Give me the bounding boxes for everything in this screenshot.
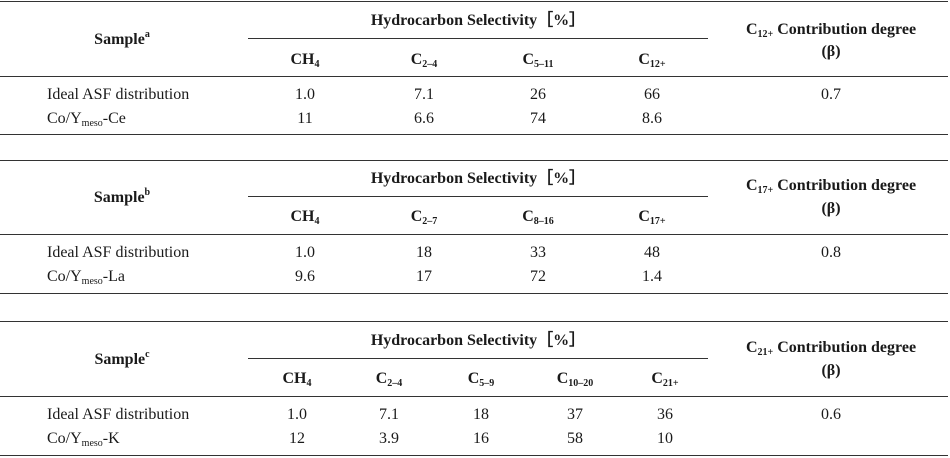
row-label: Ideal ASF distribution [47,406,190,423]
row-label: Ideal ASF distribution [47,244,190,261]
cell: 1.0 [295,86,315,103]
cell: 10 [657,430,673,447]
contribution-header: C21+ Contribution degree [745,339,917,358]
selectivity-rule [248,196,708,197]
row-label: Ideal ASF distribution [47,86,190,103]
bottom-rule [0,134,948,135]
sample-header: Samplea [94,29,150,49]
row-label: Co/Ymeso-K [47,430,120,449]
top-rule [0,160,948,161]
column-header: C2–7 [410,208,438,227]
column-header: C17+ [638,208,666,227]
beta-label: (β) [821,362,841,379]
header-rule [0,234,948,235]
cell: 33 [530,244,546,261]
cell: 9.6 [295,268,315,285]
selectivity-header: Hydrocarbon Selectivity［%］ [370,170,586,187]
beta-value: 0.8 [821,244,841,261]
beta-label: (β) [821,43,841,60]
column-header: C10–20 [556,370,594,389]
column-header: C8–16 [522,208,554,227]
cell: 3.9 [379,430,399,447]
cell: 16 [473,430,489,447]
selectivity-header: Hydrocarbon Selectivity［%］ [370,12,586,29]
cell: 17 [416,268,432,285]
column-header: C12+ [638,51,666,70]
cell: 18 [416,244,432,261]
cell: 66 [644,86,660,103]
bottom-rule [0,455,948,456]
cell: 1.0 [295,244,315,261]
beta-value: 0.6 [821,406,841,423]
top-rule [0,1,948,2]
cell: 11 [297,110,313,127]
cell: 1.4 [642,268,662,285]
cell: 6.6 [414,110,434,127]
cell: 58 [567,430,583,447]
cell: 12 [289,430,305,447]
cell: 36 [657,406,673,423]
beta-label: (β) [821,200,841,217]
sample-header: Samplec [94,349,150,369]
cell: 74 [530,110,546,127]
cell: 72 [530,268,546,285]
top-rule [0,321,948,322]
column-header: C5–9 [467,370,495,389]
cell: 8.6 [642,110,662,127]
column-header: CH4 [290,208,320,227]
selectivity-rule [248,358,708,359]
selectivity-rule [248,38,708,39]
column-header: C2–4 [375,370,403,389]
contribution-header: C17+ Contribution degree [745,177,917,196]
cell: 48 [644,244,660,261]
column-header: CH4 [290,51,320,70]
selectivity-header: Hydrocarbon Selectivity［%］ [370,332,586,349]
cell: 7.1 [379,406,399,423]
cell: 1.0 [287,406,307,423]
column-header: C21+ [651,370,679,389]
cell: 18 [473,406,489,423]
cell: 7.1 [414,86,434,103]
header-rule [0,76,948,77]
contribution-header: C12+ Contribution degree [745,21,917,40]
row-label: Co/Ymeso-Ce [47,110,126,129]
beta-value: 0.7 [821,86,841,103]
bottom-rule [0,293,948,294]
header-rule [0,396,948,397]
row-label: Co/Ymeso-La [47,268,125,287]
cell: 26 [530,86,546,103]
column-header: CH4 [282,370,312,389]
column-header: C2–4 [410,51,438,70]
cell: 37 [567,406,583,423]
column-header: C5–11 [522,51,554,70]
sample-header: Sampleb [93,187,151,207]
